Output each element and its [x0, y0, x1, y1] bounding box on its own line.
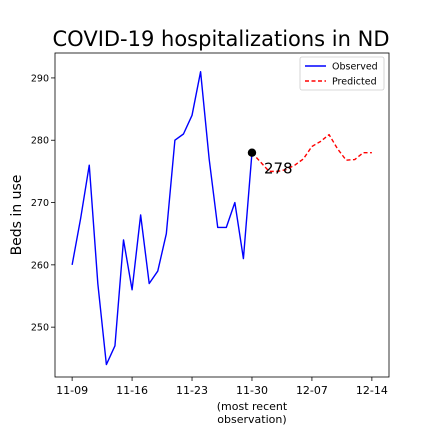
x-tick-sublabel: observation)	[217, 413, 286, 426]
plot-area: 250 260 270 280 290 11-09 11-16 11-23 11-30 12-07…	[31, 52, 390, 426]
y-axis-label: Beds in use	[9, 175, 25, 256]
last-observation-marker	[247, 148, 257, 157]
x-tick-label: 11-30	[236, 384, 268, 397]
x-tick-label: 12-14	[356, 384, 388, 397]
x-tick-label: 11-23	[176, 384, 208, 397]
legend-label-observed: Observed	[332, 62, 378, 73]
x-tick-label: 11-09	[56, 384, 88, 397]
plot-frame	[54, 52, 390, 378]
chart-title: COVID-19 hospitalizations in ND	[53, 27, 390, 51]
legend-box	[299, 56, 385, 91]
x-tick-label: 12-07	[296, 384, 328, 397]
y-tick-label: 250	[31, 323, 49, 334]
series-line-observed	[71, 70, 253, 366]
x-tick-label: 11-16	[116, 384, 148, 397]
y-tick-label: 280	[31, 136, 49, 147]
series-line-predicted	[251, 133, 372, 173]
last-observation-label: 278	[264, 160, 293, 178]
x-tick-sublabel: (most recent	[217, 400, 288, 413]
y-tick-label: 260	[31, 260, 49, 271]
legend: Observed Predicted	[299, 56, 385, 91]
y-tick-label: 290	[31, 73, 49, 84]
y-tick-label: 270	[31, 198, 49, 209]
legend-label-predicted: Predicted	[332, 77, 377, 88]
